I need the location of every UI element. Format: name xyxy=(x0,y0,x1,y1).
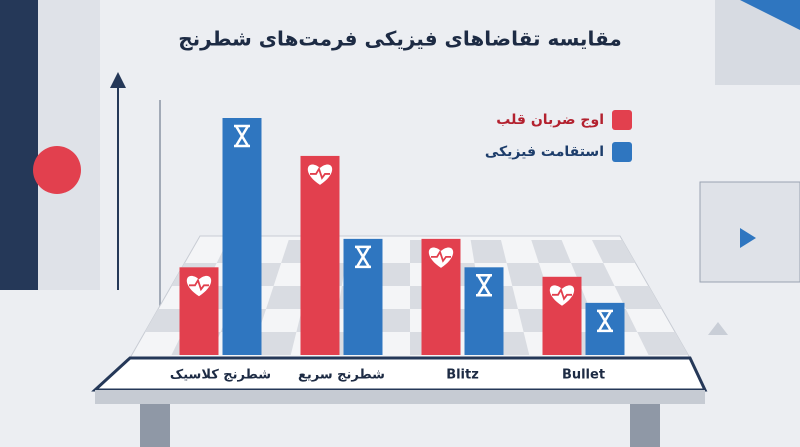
heart-pulse xyxy=(552,287,572,301)
board-square xyxy=(266,286,308,309)
decor-stripe xyxy=(0,0,38,290)
hourglass-icon xyxy=(355,245,371,269)
board-square xyxy=(375,263,410,286)
x-tick-label: Bullet xyxy=(562,368,605,383)
hourglass-icon xyxy=(476,274,492,297)
decor-arrow xyxy=(110,72,126,88)
board-square xyxy=(531,240,572,263)
decor-panel xyxy=(715,0,800,85)
board-square xyxy=(637,332,689,355)
legend-swatch xyxy=(612,142,632,162)
board-square xyxy=(470,240,507,263)
x-tick-label: Blitz xyxy=(446,368,479,383)
heart-pulse xyxy=(189,278,209,292)
hourglass-icon xyxy=(234,124,250,148)
decor-triangle xyxy=(740,228,756,248)
heart-pulse xyxy=(310,166,330,180)
x-tick-label: شطرنج سریع xyxy=(298,368,385,383)
decor-triangle xyxy=(740,0,800,30)
decor-triangle xyxy=(708,322,728,335)
bar xyxy=(222,118,262,355)
board-side xyxy=(95,390,705,404)
board-square xyxy=(506,263,547,286)
table-leg xyxy=(140,404,170,447)
legend-label: اوج ضربان قلب xyxy=(496,112,604,128)
bar xyxy=(300,155,340,355)
board-square xyxy=(571,263,615,286)
plot: شطرنج کلاسیک شطرنج سریع Blitz Bullet اوج ضرب… xyxy=(170,110,632,383)
bar xyxy=(542,276,582,355)
board-square xyxy=(614,286,662,309)
legend-label: استقامت فیزیکی xyxy=(485,144,604,160)
table-leg xyxy=(630,404,660,447)
legend-swatch xyxy=(612,110,632,130)
decor-envelope xyxy=(699,181,800,283)
board-square xyxy=(250,332,297,355)
heart-pulse xyxy=(431,249,451,263)
x-tick-label: شطرنج کلاسیک xyxy=(170,368,271,383)
hourglass-icon xyxy=(597,309,613,333)
decor-panel xyxy=(38,0,100,290)
decor-circle xyxy=(33,146,81,194)
board-square xyxy=(591,240,636,263)
bar xyxy=(464,267,504,355)
chart-title: مقایسه تقاضاهای فیزیکی فرمت‌های شطرنج xyxy=(178,27,621,51)
